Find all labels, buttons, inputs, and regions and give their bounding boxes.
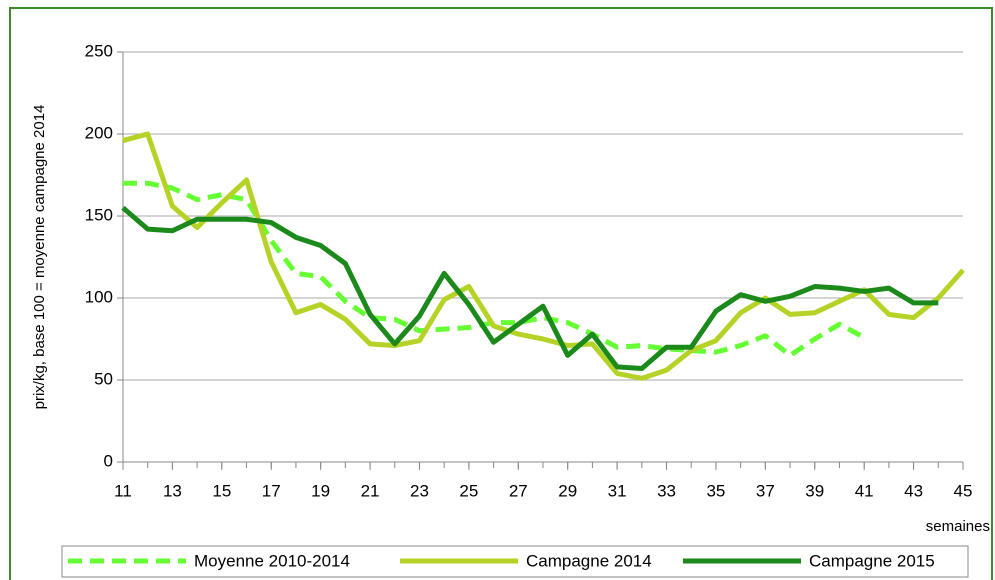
y-tick-label: 250 — [85, 41, 113, 60]
x-tick-label: 21 — [361, 481, 380, 500]
y-axis-label: prix/kg, base 100 = moyenne campagne 201… — [31, 105, 48, 410]
x-tick-label: 45 — [954, 481, 973, 500]
y-tick-label: 50 — [94, 369, 113, 388]
y-tick-label: 200 — [85, 123, 113, 142]
series-line — [121, 205, 939, 372]
x-tick-label: 13 — [163, 481, 182, 500]
x-tick-label: 23 — [410, 481, 429, 500]
x-tick-label: 35 — [706, 481, 725, 500]
legend-label: Campagne 2014 — [526, 551, 652, 570]
series-line — [122, 131, 965, 381]
legend-label: Campagne 2015 — [809, 551, 935, 570]
y-tick-label: 100 — [85, 287, 113, 306]
x-tick-label: 41 — [855, 481, 874, 500]
y-tick-label: 150 — [85, 205, 113, 224]
legend-label: Moyenne 2010-2014 — [194, 551, 350, 570]
x-tick-label: 33 — [657, 481, 676, 500]
x-tick-label: 27 — [509, 481, 528, 500]
x-tick-label: 19 — [311, 481, 330, 500]
y-tick-label: 0 — [104, 451, 113, 470]
x-tick-label: 31 — [608, 481, 627, 500]
series-line — [123, 180, 866, 358]
x-tick-label: 15 — [212, 481, 231, 500]
x-tick-label: 25 — [459, 481, 478, 500]
x-tick-label: 37 — [756, 481, 775, 500]
chart-border — [9, 7, 993, 580]
x-tick-label: 11 — [114, 481, 132, 500]
x-tick-label: 43 — [904, 481, 923, 500]
x-tick-label: 29 — [558, 481, 577, 500]
x-axis-label: semaines — [926, 518, 990, 535]
x-tick-label: 39 — [805, 481, 824, 500]
x-tick-label: 17 — [262, 481, 281, 500]
